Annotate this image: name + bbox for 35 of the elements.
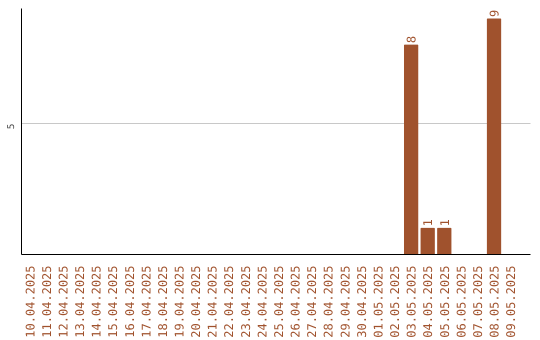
x-tick-label: 23.04.2025 — [238, 265, 253, 338]
x-tick-label: 26.04.2025 — [288, 265, 303, 338]
x-tick-label: 13.04.2025 — [73, 265, 88, 338]
x-tick-label: 22.04.2025 — [222, 265, 236, 338]
x-tick-label: 03.05.2025 — [404, 265, 419, 338]
x-tick-label: 05.05.2025 — [438, 265, 452, 338]
x-tick-label: 02.05.2025 — [388, 265, 402, 338]
x-tick-label: 29.04.2025 — [338, 265, 352, 338]
x-tick-label: 21.04.2025 — [206, 265, 220, 338]
x-tick-label: 17.04.2025 — [139, 265, 154, 338]
x-tick-label: 07.05.2025 — [470, 265, 485, 338]
x-tick-label: 14.04.2025 — [90, 265, 104, 338]
x-tick-label: 12.04.2025 — [56, 265, 70, 338]
data-label: 1 — [421, 219, 436, 226]
x-tick-label: 16.04.2025 — [122, 265, 137, 338]
x-tick-label: 11.04.2025 — [40, 265, 54, 338]
x-tick-label: 08.05.2025 — [488, 265, 502, 338]
x-tick-label: 20.04.2025 — [189, 265, 204, 338]
x-tick-label: 27.04.2025 — [305, 265, 320, 338]
y-tick-label: 5 — [6, 124, 17, 130]
x-tick-label: 04.05.2025 — [421, 265, 436, 338]
x-tick-label: 09.05.2025 — [504, 265, 518, 338]
data-label: 1 — [438, 219, 452, 226]
data-label: 9 — [488, 10, 502, 17]
x-tick-label: 15.04.2025 — [106, 265, 120, 338]
data-label: 8 — [404, 36, 419, 44]
x-tick-label: 28.04.2025 — [322, 265, 336, 338]
x-tick-label: 01.05.2025 — [371, 265, 386, 338]
x-tick-label: 19.04.2025 — [172, 265, 187, 338]
x-tick-label: 06.05.2025 — [454, 265, 468, 338]
x-tick-label: 10.04.2025 — [23, 265, 38, 338]
x-tick-label: 30.04.2025 — [354, 265, 369, 338]
x-tick-label: 18.04.2025 — [156, 265, 170, 338]
x-tick-label: 24.04.2025 — [255, 265, 270, 338]
x-tick-label: 25.04.2025 — [272, 265, 286, 338]
